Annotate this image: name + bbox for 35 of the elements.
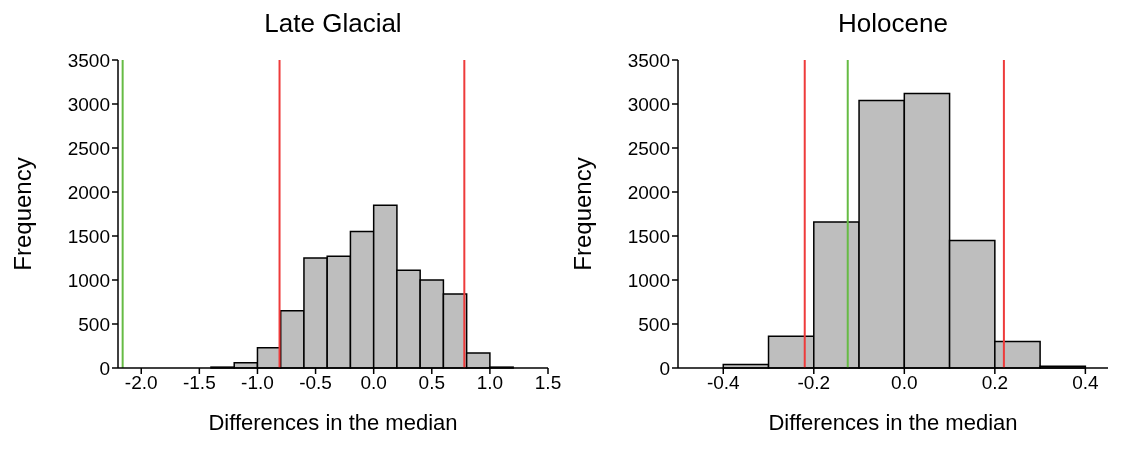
y-tick-label: 2500 [67,137,110,159]
x-axis-title: Differences in the median [208,410,458,435]
y-tick-label: 0 [99,357,110,379]
y-tick-label: 1000 [67,269,110,291]
y-tick-label: 0 [659,357,670,379]
y-tick-label: 1000 [627,269,670,291]
x-tick-label: 1.0 [476,372,504,394]
y-tick-label: 1500 [627,225,670,247]
y-tick-label: 3500 [67,49,110,71]
y-tick-label: 2000 [627,181,670,203]
chart-title: Late Glacial [263,8,403,40]
x-tick-label: -0.5 [299,372,332,394]
y-axis-title: Frequency [568,157,596,271]
y-tick-label: 3000 [627,93,670,115]
x-tick-label: -0.4 [706,372,741,394]
x-axis-title: Differences in the median [768,410,1018,435]
x-tick-label: 0.5 [418,372,445,394]
x-tick-label: -0.2 [797,372,831,394]
x-tick-label: 0.4 [1072,372,1099,394]
y-tick-label: 3000 [67,93,110,115]
x-tick-label: -2.0 [124,372,158,394]
y-tick-label: 3500 [627,49,670,71]
x-tick-label: 0.2 [981,372,1009,394]
y-tick-label: 500 [78,313,110,335]
y-tick-label: 2500 [627,137,670,159]
x-tick-label: 1.5 [534,372,562,394]
x-tick-label: -1.5 [182,372,216,394]
y-tick-label: 2000 [67,181,110,203]
y-tick-label: 500 [638,313,670,335]
y-axis-title: Frequency [8,157,36,271]
x-tick-label: 0.0 [891,372,918,394]
y-tick-label: 1500 [67,225,110,247]
x-tick-label: -1.0 [241,372,274,394]
x-tick-label: 0.0 [360,372,387,394]
chart-title: Holocene [837,8,949,40]
